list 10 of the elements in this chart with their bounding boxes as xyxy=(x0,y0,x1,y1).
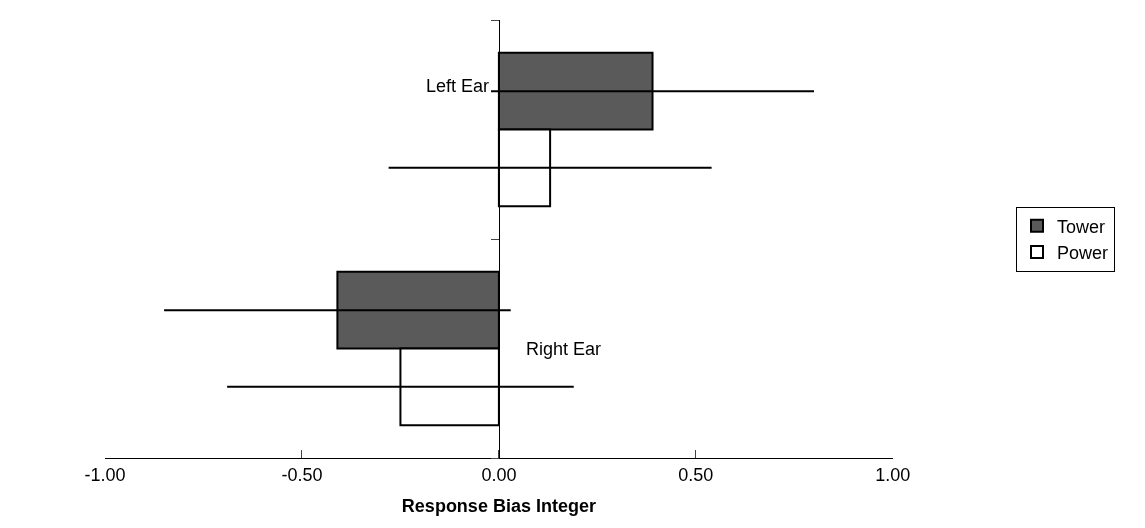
x-tick-label: 1.00 xyxy=(875,464,911,485)
x-tick-label: 0.50 xyxy=(678,464,714,485)
x-tick-label: -1.00 xyxy=(84,464,126,485)
x-tick-label: -0.50 xyxy=(281,464,323,485)
x-axis-title: Response Bias Integer xyxy=(401,495,596,516)
legend-label: Tower xyxy=(1057,216,1106,237)
y-tick-label: Right Ear xyxy=(526,339,602,359)
legend-label: Power xyxy=(1057,243,1109,264)
y-tick-label: Left Ear xyxy=(426,76,490,96)
x-tick-label: 0.00 xyxy=(481,464,517,485)
